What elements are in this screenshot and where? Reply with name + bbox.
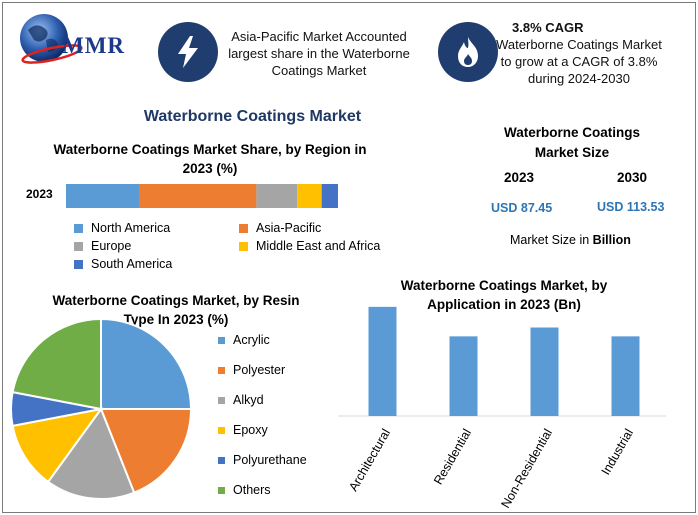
region-bar-year-label: 2023 bbox=[26, 187, 53, 201]
pie-slice-acrylic bbox=[100, 317, 193, 410]
bar-architectural bbox=[368, 306, 397, 416]
region-segment-south-america bbox=[321, 184, 338, 208]
legend-swatch bbox=[218, 336, 225, 344]
resin-legend-item-polyester: Polyester bbox=[218, 355, 307, 385]
resin-legend-item-others: Others bbox=[218, 475, 307, 505]
year-2023-label: 2023 bbox=[504, 170, 535, 185]
legend-swatch bbox=[74, 223, 83, 233]
market-size-unit: Market Size in Billion bbox=[510, 233, 631, 247]
legend-label: South America bbox=[91, 257, 173, 271]
legend-label: Asia-Pacific bbox=[256, 221, 322, 235]
mmr-logo bbox=[14, 10, 144, 70]
region-segment-middle-east-and-africa bbox=[297, 184, 322, 208]
cagr-text: Waterborne Coatings Market to grow at a … bbox=[496, 37, 662, 86]
pie-slice-epoxy bbox=[11, 407, 104, 484]
apac-share-text: Asia-Pacific Market Accounted largest sh… bbox=[228, 29, 410, 78]
market-size-title: Waterborne Coatings Market Size bbox=[503, 125, 640, 160]
legend-label: Polyester bbox=[233, 363, 286, 377]
pie-slice-others bbox=[11, 317, 102, 411]
region-segment-north-america bbox=[66, 184, 140, 208]
resin-chart-title: Waterborne Coatings Market, by Resin Typ… bbox=[52, 293, 300, 327]
legend-swatch bbox=[74, 241, 83, 251]
unit-bold: Billion bbox=[592, 233, 631, 247]
main-title: Waterborne Coatings Market bbox=[143, 108, 362, 125]
application-bar-chart: Architectural Residential Non-Residential I… bbox=[338, 306, 666, 511]
resin-legend-item-acrylic: Acrylic bbox=[218, 325, 307, 355]
legend-swatch bbox=[218, 396, 225, 404]
region-legend-item-asia-pacific: Asia-Pacific bbox=[239, 219, 321, 237]
region-legend-item-south-america: South America bbox=[74, 255, 172, 273]
legend-swatch bbox=[218, 486, 225, 494]
legend-swatch bbox=[239, 241, 248, 251]
resin-legend: Acrylic Polyester Alkyd Epoxy Polyurethane Ot… bbox=[218, 325, 307, 505]
globe-icon bbox=[20, 14, 83, 64]
x-tick-label-industrial: Industrial bbox=[599, 427, 636, 478]
legend-label: Epoxy bbox=[233, 423, 268, 437]
legend-swatch bbox=[74, 259, 83, 269]
legend-label: Others bbox=[233, 483, 271, 497]
region-segment-asia-pacific bbox=[139, 184, 257, 208]
legend-swatch bbox=[218, 366, 225, 374]
legend-label: Acrylic bbox=[233, 333, 270, 347]
value-2030: USD 113.53 bbox=[597, 200, 665, 214]
unit-prefix: Market Size in bbox=[510, 233, 593, 247]
legend-label: North America bbox=[91, 221, 171, 235]
region-legend-item-europe: Europe bbox=[74, 237, 131, 255]
pie-slice-alkyd bbox=[46, 406, 136, 500]
legend-swatch bbox=[218, 456, 225, 464]
resin-legend-item-alkyd: Alkyd bbox=[218, 385, 307, 415]
bar-industrial bbox=[611, 336, 640, 416]
legend-label: Polyurethane bbox=[233, 453, 307, 467]
legend-swatch bbox=[218, 426, 225, 434]
legend-label: Middle East and Africa bbox=[256, 239, 381, 253]
flame-icon bbox=[438, 22, 498, 82]
resin-pie-chart bbox=[10, 317, 193, 500]
application-chart-title: Waterborne Coatings Market, by Applicati… bbox=[400, 278, 608, 312]
pie-slice-polyester bbox=[99, 408, 193, 494]
bar-residential bbox=[449, 336, 478, 416]
bar-non-residential bbox=[530, 327, 559, 416]
region-legend-item-middle-east-and-africa: Middle East and Africa bbox=[239, 237, 380, 255]
legend-label: Europe bbox=[91, 239, 132, 253]
region-segment-europe bbox=[256, 184, 298, 208]
region-legend-item-north-america: North America bbox=[74, 219, 170, 237]
x-tick-label-residential: Residential bbox=[431, 427, 474, 488]
x-tick-label-architectural: Architectural bbox=[346, 427, 393, 494]
cagr-title: 3.8% CAGR bbox=[512, 20, 584, 35]
resin-legend-item-epoxy: Epoxy bbox=[218, 415, 307, 445]
value-2023: USD 87.45 bbox=[491, 201, 553, 215]
logo-text: MMR bbox=[62, 33, 126, 58]
region-stacked-bar bbox=[66, 184, 338, 208]
region-chart-title: Waterborne Coatings Market Share, by Reg… bbox=[53, 142, 367, 176]
x-tick-label-non-residential: Non-Residential bbox=[499, 427, 556, 511]
cagr-box: 3.8% CAGR Waterborne Coatings Market to … bbox=[494, 19, 664, 87]
lightning-icon bbox=[158, 22, 218, 82]
resin-legend-item-polyurethane: Polyurethane bbox=[218, 445, 307, 475]
year-2030-label: 2030 bbox=[617, 170, 648, 185]
legend-label: Alkyd bbox=[233, 393, 264, 407]
legend-swatch bbox=[239, 223, 248, 233]
